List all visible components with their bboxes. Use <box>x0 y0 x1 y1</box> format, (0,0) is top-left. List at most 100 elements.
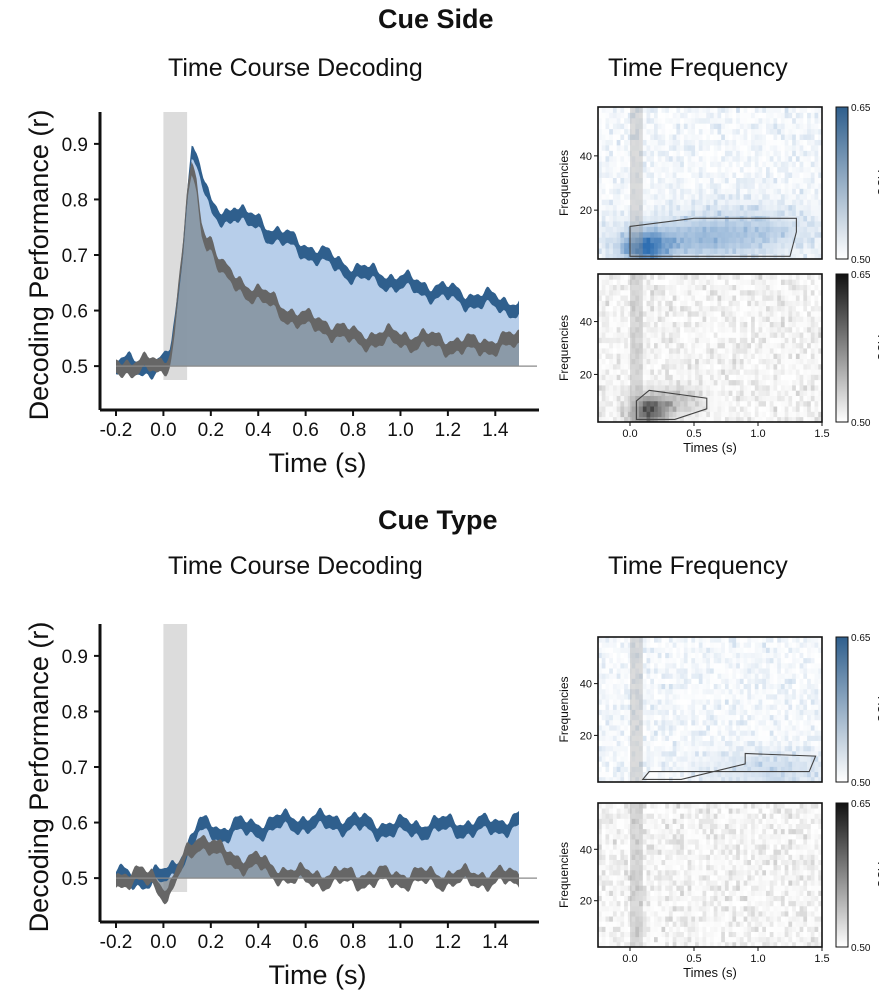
hm0-cell <box>650 248 655 254</box>
hm2-cell <box>665 735 670 741</box>
hm1-cell <box>654 337 659 344</box>
hm0-cell <box>672 172 677 178</box>
hm0-cell <box>717 193 722 200</box>
hm2-cell <box>598 678 603 685</box>
hm1-cell <box>665 363 670 370</box>
hm1-cell <box>691 369 696 375</box>
hm2-cell <box>657 678 662 685</box>
hm0-cell <box>598 112 603 119</box>
hm1-cell <box>635 363 640 370</box>
hm0-cell <box>766 188 771 195</box>
hm2-cell <box>773 730 778 736</box>
hm1-cell <box>698 284 703 291</box>
hm0-cell <box>751 161 756 168</box>
hm1-cell <box>605 390 610 396</box>
hm0-cell <box>743 134 748 140</box>
hm1-cell <box>769 316 774 322</box>
hm2-cell <box>612 750 618 757</box>
hm1-cell <box>743 295 748 301</box>
hm2-cell <box>698 678 703 685</box>
hm1-cell <box>795 369 800 375</box>
hm1-cell <box>762 316 767 322</box>
hm2-cell <box>605 662 610 669</box>
hm0-cell <box>795 161 800 168</box>
hm1-cell <box>818 374 823 381</box>
hm0-cell <box>754 193 759 200</box>
hm0-cell <box>792 172 797 178</box>
hm1-cell <box>661 411 666 418</box>
hm1-cell <box>676 385 681 391</box>
hm1-cell <box>668 305 674 312</box>
hm1-cell <box>807 305 812 312</box>
hm0-cell <box>769 112 774 119</box>
hm0-cell <box>758 145 763 151</box>
hm0-cell <box>601 199 606 206</box>
tc1-y-tick-label-0: 0.5 <box>62 869 88 890</box>
hm1-cell <box>687 289 692 296</box>
hm0-cell <box>784 177 789 184</box>
hm0-cell <box>646 128 651 135</box>
hm0-cell <box>713 210 718 216</box>
hm1-cell <box>605 416 610 423</box>
hm0-cell <box>807 221 812 227</box>
tc1-x-tick-label-1: 0.0 <box>150 932 176 953</box>
hm2-cell <box>706 673 711 679</box>
hm1-cell <box>676 332 681 338</box>
hm1-cell <box>728 295 733 301</box>
hm2-cell <box>788 714 793 721</box>
hm1-cell <box>717 369 722 375</box>
hm1-cell <box>631 348 636 354</box>
hm1-cell <box>743 326 748 333</box>
hm2-cell <box>624 776 629 783</box>
hm1-cell <box>728 411 733 418</box>
hm1-cell <box>601 406 606 412</box>
hm0-cell <box>635 210 640 216</box>
hm2-cell <box>665 766 670 773</box>
hm1-cell <box>814 353 819 359</box>
hm1-cell <box>642 358 647 365</box>
hm0-cell <box>639 204 644 211</box>
hm2-cell <box>724 725 730 731</box>
hm2-cell <box>795 714 800 721</box>
hm1-cell <box>620 390 625 396</box>
hm2-cell <box>773 637 778 643</box>
hm2-cell <box>739 678 744 685</box>
tc1-x-tick-label-2: 0.2 <box>198 932 224 953</box>
hm1-cell <box>773 400 778 407</box>
hm0-cell <box>639 107 644 113</box>
hm2-cell <box>676 642 681 648</box>
hm0-cell <box>732 199 737 206</box>
hm2-cell <box>777 652 782 659</box>
hm0-cell <box>762 117 767 124</box>
hm0-cell <box>665 231 670 238</box>
hm1-cell <box>777 374 782 381</box>
hm2-cell <box>650 735 655 741</box>
hm0-cell <box>657 215 662 222</box>
hm2-cell <box>713 688 718 695</box>
hm2-cell <box>631 771 636 778</box>
hm2-cell <box>616 745 621 752</box>
hm0-cell <box>799 204 804 211</box>
hm0-cell <box>777 117 782 124</box>
hm1-cell <box>799 284 804 291</box>
hm0-cell <box>706 204 711 211</box>
hm2-cell <box>769 688 774 695</box>
hm0-cell <box>766 231 771 238</box>
hm2-cell <box>605 647 610 653</box>
hm2-cell <box>665 657 670 664</box>
hm0-cell <box>784 172 789 178</box>
hm2-cell <box>639 662 644 669</box>
hm1-cell <box>810 358 815 365</box>
hm0-cell <box>777 150 782 157</box>
hm0-cell <box>754 134 759 140</box>
hm2-cell <box>780 714 786 721</box>
hm2-cell <box>780 719 786 726</box>
hm0-cell <box>713 193 718 200</box>
hm2-cell <box>788 709 793 716</box>
hm1-cell <box>777 379 782 386</box>
hm0-cell <box>616 215 621 222</box>
hm2-cell <box>792 668 797 674</box>
hm1-cell <box>788 390 793 396</box>
hm0-cell <box>814 172 819 178</box>
hm0-cell <box>747 199 752 206</box>
